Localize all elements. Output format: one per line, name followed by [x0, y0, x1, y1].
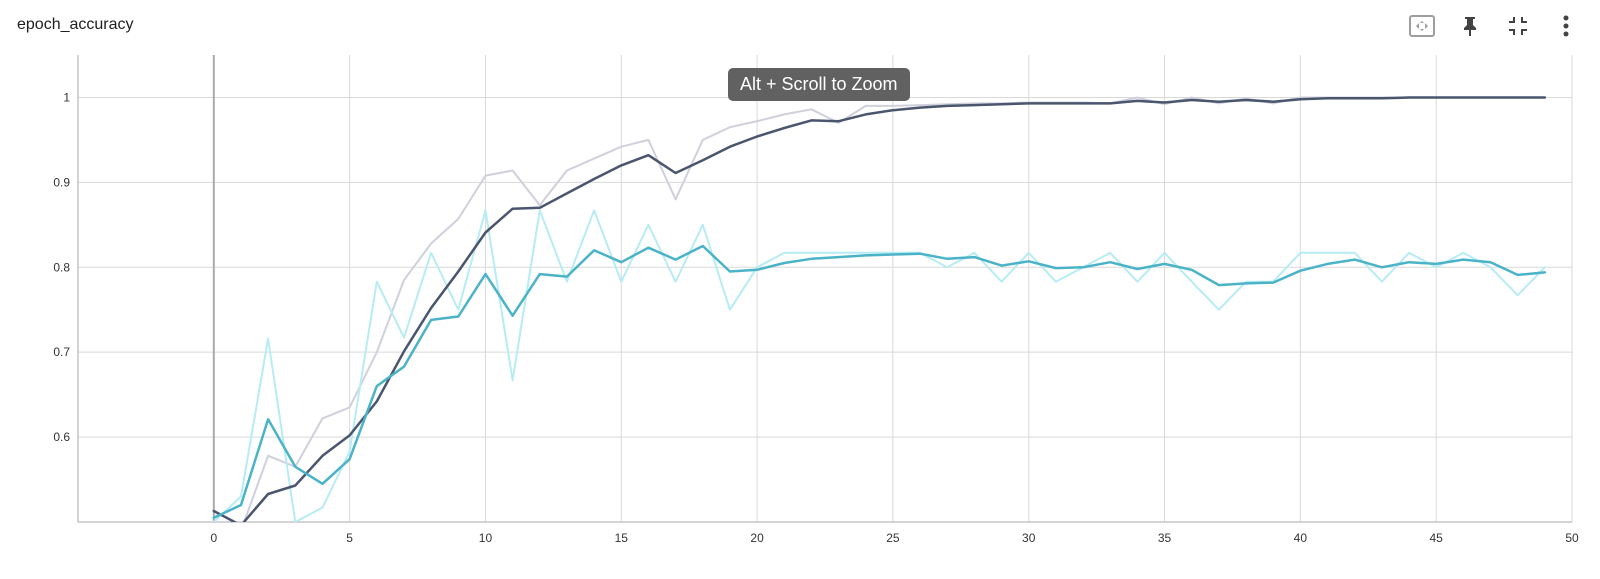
y-tick-label: 0.7	[53, 345, 70, 359]
x-tick-label: 15	[615, 531, 629, 545]
y-tick-label: 0.9	[53, 175, 70, 189]
x-tick-label: 45	[1430, 531, 1444, 545]
x-tick-label: 5	[346, 531, 353, 545]
more-menu-button[interactable]	[1552, 12, 1580, 40]
fit-domain-icon	[1409, 15, 1435, 37]
collapse-icon	[1509, 17, 1527, 35]
zoom-tooltip: Alt + Scroll to Zoom	[728, 68, 910, 101]
x-tick-label: 10	[479, 531, 493, 545]
x-tick-label: 40	[1294, 531, 1308, 545]
x-tick-label: 25	[886, 531, 900, 545]
collapse-button[interactable]	[1504, 12, 1532, 40]
grid	[78, 55, 1573, 522]
series-line-val-raw[interactable]	[212, 209, 1546, 522]
pin-button[interactable]	[1456, 12, 1484, 40]
panel-toolbar	[1408, 12, 1580, 40]
more-vert-icon	[1563, 15, 1569, 37]
y-tick-label: 0.6	[53, 430, 70, 444]
x-tick-label: 20	[750, 531, 764, 545]
series-line-val[interactable]	[212, 244, 1547, 520]
x-tick-label: 50	[1565, 531, 1579, 545]
pin-icon	[1464, 17, 1476, 36]
x-tick-label: 35	[1158, 531, 1172, 545]
series-line-train-raw[interactable]	[212, 96, 1546, 531]
fit-domain-button[interactable]	[1408, 12, 1436, 40]
series-group	[212, 96, 1547, 531]
y-tick-label: 0.8	[53, 260, 70, 274]
y-tick-label: 1	[63, 90, 70, 104]
chart-title: epoch_accuracy	[17, 16, 134, 33]
series-line-train[interactable]	[212, 96, 1547, 526]
x-tick-label: 30	[1022, 531, 1036, 545]
x-tick-label: 0	[210, 531, 217, 545]
